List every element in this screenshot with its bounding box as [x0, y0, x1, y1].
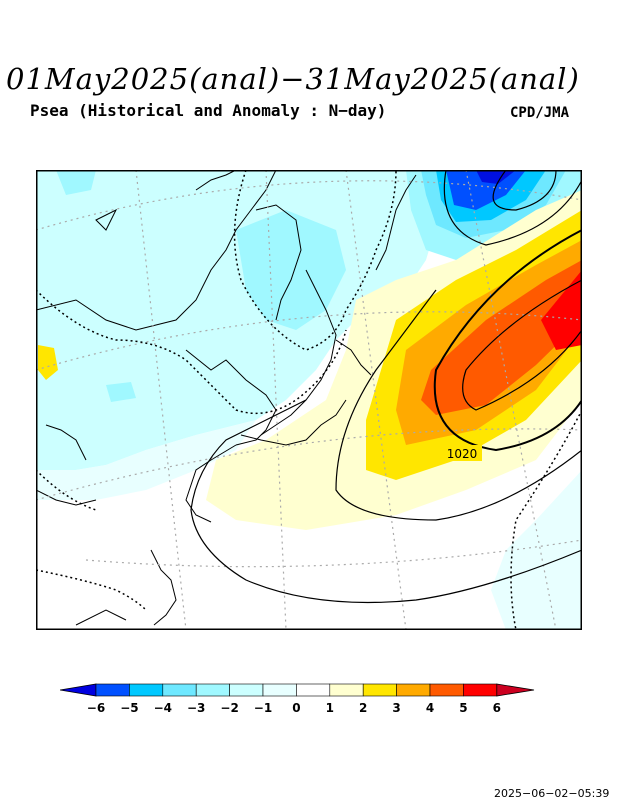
colorbar-arrow-left — [59, 683, 97, 697]
anomaly-region-pos5 — [541, 270, 582, 350]
colorbar-tick-0: 0 — [292, 701, 300, 715]
colorbar-bin-neg5-neg4 — [129, 683, 164, 697]
colorbar-tick-5: 5 — [459, 701, 467, 715]
colorbar-bin-4-5 — [429, 683, 464, 697]
isobar-1020 — [433, 229, 582, 452]
colorbar-tick-neg5: −5 — [120, 701, 138, 715]
anomaly-region-neg5-ne — [446, 170, 526, 210]
colorbar-tick-neg2: −2 — [220, 701, 238, 715]
colorbar-tick-neg4: −4 — [154, 701, 172, 715]
anomaly-contours — [36, 170, 582, 630]
contour-label-1020: 1020 — [447, 447, 478, 461]
credit-label: CPD/JMA — [510, 105, 570, 121]
anomaly-region-neg2-small — [106, 382, 136, 402]
pressure-anomaly-map: 1020 — [36, 170, 582, 630]
colorbar-tick-1: 1 — [326, 701, 334, 715]
colorbar-arrow-right — [496, 683, 535, 697]
anomaly-region-neg6-ne — [476, 170, 516, 184]
colorbar-tick-4: 4 — [426, 701, 434, 715]
colorbar-bin-5-6 — [463, 683, 498, 697]
colorbar-bin-2-3 — [362, 683, 397, 697]
anomaly-colorbar: −6 −5 −4 −3 −2 −1 0 1 2 3 4 5 6 — [59, 680, 540, 720]
colorbar-bin-neg2-neg1 — [229, 683, 264, 697]
colorbar-tick-6: 6 — [493, 701, 501, 715]
colorbar-tick-3: 3 — [392, 701, 400, 715]
colorbar-tick-neg1: −1 — [254, 701, 272, 715]
colorbar-bin-1-2 — [329, 683, 364, 697]
graticule — [36, 170, 582, 630]
anomaly-region-neg1-southeast — [491, 470, 582, 630]
contour-label-bg — [442, 445, 482, 461]
colorbar-tick-neg6: −6 — [87, 701, 105, 715]
anomaly-region-pos2-west — [38, 345, 58, 380]
colorbar-bin-neg1-0 — [262, 683, 297, 697]
generation-timestamp: 2025−06−02−05:39 — [494, 787, 610, 800]
colorbar-bin-neg4-neg3 — [162, 683, 197, 697]
anomaly-region-zero — [36, 420, 256, 500]
map-frame — [36, 170, 582, 630]
anomaly-region-neg2-okhotsk — [236, 210, 346, 330]
colorbar-bin-neg3-neg2 — [195, 683, 230, 697]
colorbar-tick-2: 2 — [359, 701, 367, 715]
anomaly-region-pos4 — [421, 260, 582, 415]
colorbar-bin-neg6-neg5 — [95, 683, 130, 697]
colorbar-bin-3-4 — [396, 683, 431, 697]
colorbar-bin-0-1 — [296, 683, 331, 697]
anomaly-region-neg2-north — [56, 170, 96, 195]
map-subtitle: Psea (Historical and Anomaly : N−day) — [30, 101, 387, 120]
map-title: 01May2025(anal)−31May2025(anal) — [6, 62, 580, 96]
colorbar-tick-neg3: −3 — [187, 701, 205, 715]
isobars — [190, 170, 582, 604]
